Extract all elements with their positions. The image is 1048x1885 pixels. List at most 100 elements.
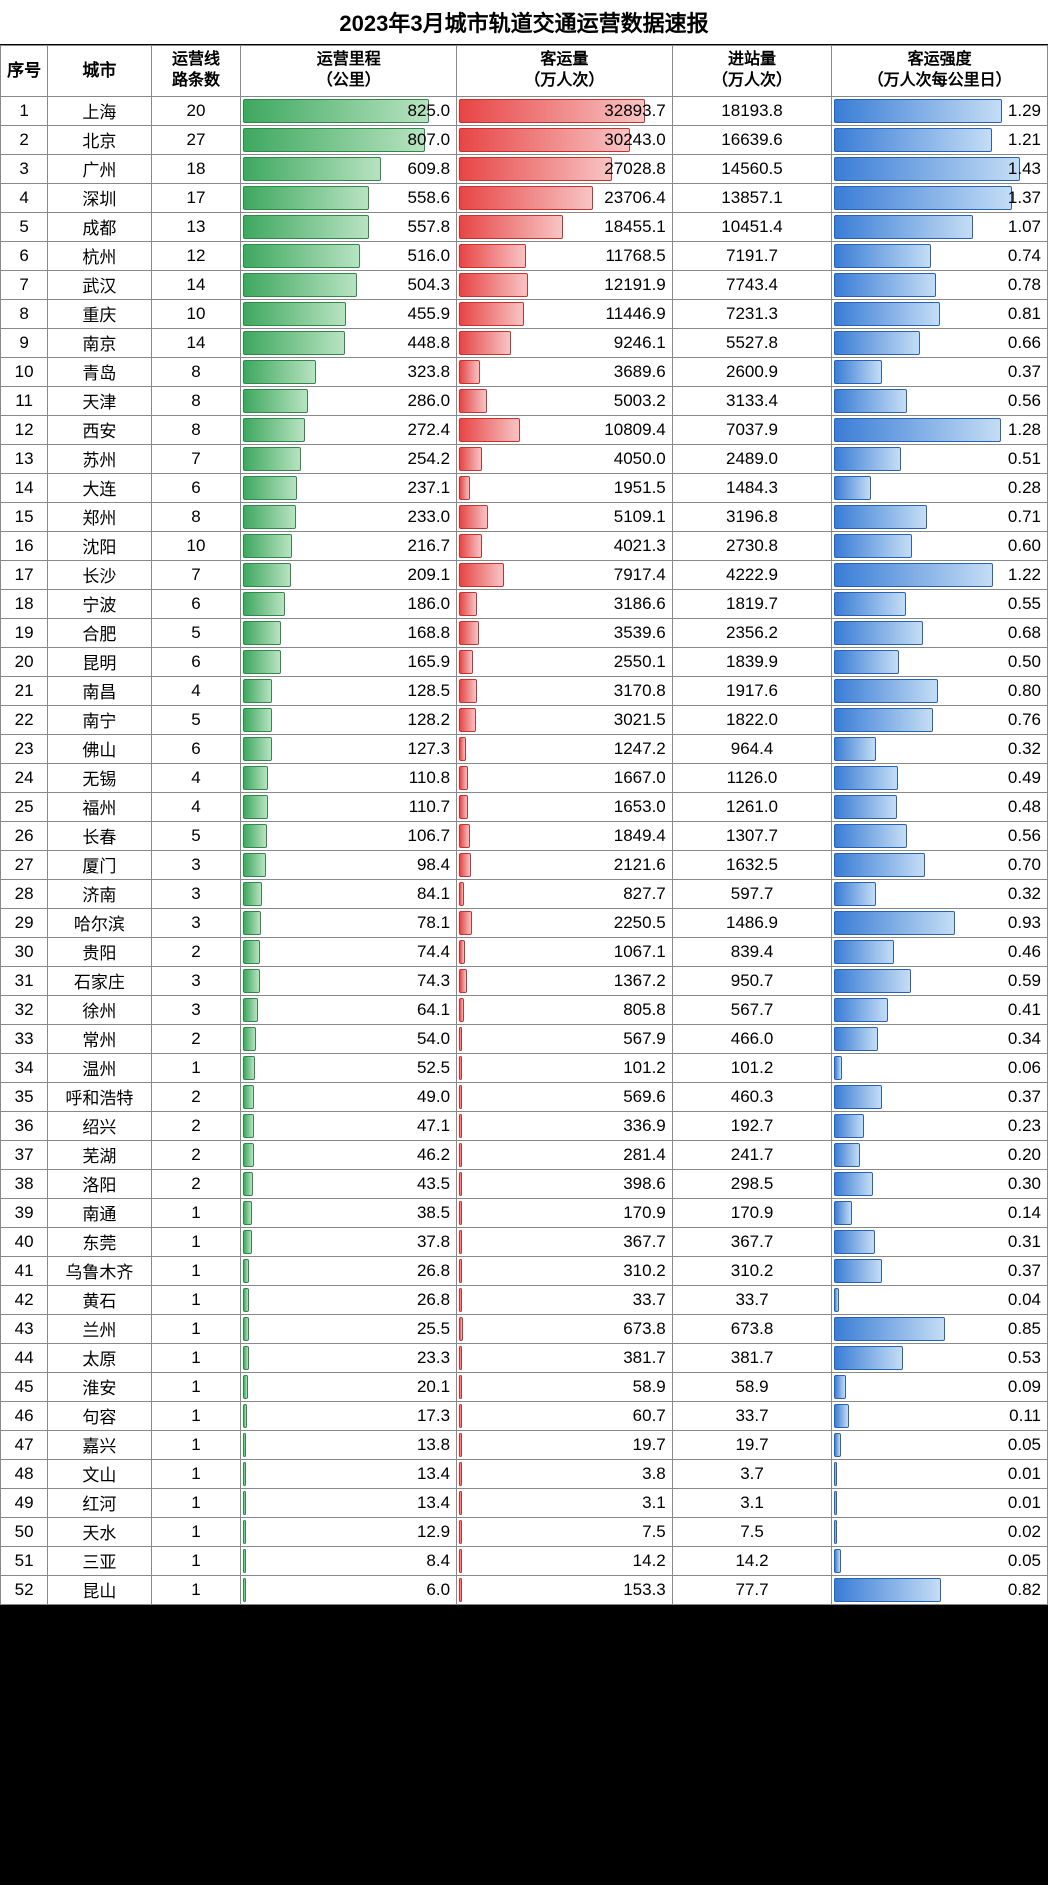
cell-idx: 47 <box>1 1430 48 1459</box>
cell-lines: 3 <box>151 908 241 937</box>
cell-intensity: 0.56 <box>832 386 1048 415</box>
cell-mileage: 74.4 <box>241 937 457 966</box>
cell-entries: 18193.8 <box>672 96 832 125</box>
cell-mileage: 98.4 <box>241 850 457 879</box>
cell-passengers: 310.2 <box>457 1256 673 1285</box>
cell-intensity: 1.37 <box>832 183 1048 212</box>
table-row: 6杭州12516.011768.57191.70.74 <box>1 241 1048 270</box>
cell-idx: 42 <box>1 1285 48 1314</box>
cell-intensity: 0.59 <box>832 966 1048 995</box>
table-row: 24无锡4110.81667.01126.00.49 <box>1 763 1048 792</box>
cell-lines: 1 <box>151 1517 241 1546</box>
header-entries: 进站量（万人次） <box>672 46 832 97</box>
cell-passengers: 7.5 <box>457 1517 673 1546</box>
cell-intensity: 0.23 <box>832 1111 1048 1140</box>
cell-intensity: 0.09 <box>832 1372 1048 1401</box>
cell-passengers: 11768.5 <box>457 241 673 270</box>
cell-intensity: 0.53 <box>832 1343 1048 1372</box>
cell-idx: 8 <box>1 299 48 328</box>
cell-intensity: 0.56 <box>832 821 1048 850</box>
cell-passengers: 5003.2 <box>457 386 673 415</box>
cell-mileage: 254.2 <box>241 444 457 473</box>
cell-lines: 4 <box>151 792 241 821</box>
cell-city: 嘉兴 <box>48 1430 151 1459</box>
cell-city: 宁波 <box>48 589 151 618</box>
table-row: 52昆山16.0153.377.70.82 <box>1 1575 1048 1604</box>
cell-passengers: 1067.1 <box>457 937 673 966</box>
cell-passengers: 33.7 <box>457 1285 673 1314</box>
cell-mileage: 127.3 <box>241 734 457 763</box>
cell-mileage: 558.6 <box>241 183 457 212</box>
cell-lines: 17 <box>151 183 241 212</box>
cell-entries: 192.7 <box>672 1111 832 1140</box>
table-row: 12西安8272.410809.47037.91.28 <box>1 415 1048 444</box>
cell-intensity: 0.74 <box>832 241 1048 270</box>
cell-entries: 950.7 <box>672 966 832 995</box>
table-row: 40东莞137.8367.7367.70.31 <box>1 1227 1048 1256</box>
cell-idx: 18 <box>1 589 48 618</box>
cell-city: 无锡 <box>48 763 151 792</box>
cell-lines: 13 <box>151 212 241 241</box>
table-row: 21南昌4128.53170.81917.60.80 <box>1 676 1048 705</box>
cell-entries: 1261.0 <box>672 792 832 821</box>
cell-passengers: 3186.6 <box>457 589 673 618</box>
cell-idx: 51 <box>1 1546 48 1575</box>
cell-city: 福州 <box>48 792 151 821</box>
cell-entries: 2600.9 <box>672 357 832 386</box>
cell-city: 温州 <box>48 1053 151 1082</box>
cell-city: 东莞 <box>48 1227 151 1256</box>
cell-idx: 28 <box>1 879 48 908</box>
table-row: 46句容117.360.733.70.11 <box>1 1401 1048 1430</box>
cell-city: 成都 <box>48 212 151 241</box>
cell-idx: 25 <box>1 792 48 821</box>
cell-mileage: 26.8 <box>241 1256 457 1285</box>
table-row: 33常州254.0567.9466.00.34 <box>1 1024 1048 1053</box>
cell-mileage: 110.8 <box>241 763 457 792</box>
cell-passengers: 1667.0 <box>457 763 673 792</box>
table-row: 43兰州125.5673.8673.80.85 <box>1 1314 1048 1343</box>
cell-mileage: 448.8 <box>241 328 457 357</box>
table-row: 39南通138.5170.9170.90.14 <box>1 1198 1048 1227</box>
cell-city: 石家庄 <box>48 966 151 995</box>
cell-idx: 10 <box>1 357 48 386</box>
cell-passengers: 101.2 <box>457 1053 673 1082</box>
cell-intensity: 0.76 <box>832 705 1048 734</box>
cell-intensity: 0.05 <box>832 1546 1048 1575</box>
cell-city: 杭州 <box>48 241 151 270</box>
cell-intensity: 1.29 <box>832 96 1048 125</box>
cell-passengers: 7917.4 <box>457 560 673 589</box>
cell-entries: 14560.5 <box>672 154 832 183</box>
cell-lines: 6 <box>151 734 241 763</box>
cell-idx: 6 <box>1 241 48 270</box>
table-row: 50天水112.97.57.50.02 <box>1 1517 1048 1546</box>
cell-city: 淮安 <box>48 1372 151 1401</box>
cell-idx: 5 <box>1 212 48 241</box>
cell-intensity: 0.06 <box>832 1053 1048 1082</box>
cell-mileage: 74.3 <box>241 966 457 995</box>
cell-lines: 20 <box>151 96 241 125</box>
cell-intensity: 0.71 <box>832 502 1048 531</box>
cell-city: 太原 <box>48 1343 151 1372</box>
cell-idx: 4 <box>1 183 48 212</box>
cell-idx: 24 <box>1 763 48 792</box>
cell-idx: 2 <box>1 125 48 154</box>
cell-entries: 33.7 <box>672 1401 832 1430</box>
table-row: 28济南384.1827.7597.70.32 <box>1 879 1048 908</box>
cell-idx: 9 <box>1 328 48 357</box>
cell-intensity: 0.80 <box>832 676 1048 705</box>
cell-entries: 33.7 <box>672 1285 832 1314</box>
cell-intensity: 0.60 <box>832 531 1048 560</box>
header-row: 序号 城市 运营线路条数 运营里程（公里） 客运量（万人次） 进站量（万人次） … <box>1 46 1048 97</box>
cell-idx: 29 <box>1 908 48 937</box>
cell-entries: 1819.7 <box>672 589 832 618</box>
cell-intensity: 1.07 <box>832 212 1048 241</box>
cell-passengers: 381.7 <box>457 1343 673 1372</box>
cell-idx: 7 <box>1 270 48 299</box>
cell-mileage: 64.1 <box>241 995 457 1024</box>
cell-idx: 17 <box>1 560 48 589</box>
header-lines: 运营线路条数 <box>151 46 241 97</box>
cell-passengers: 19.7 <box>457 1430 673 1459</box>
cell-idx: 13 <box>1 444 48 473</box>
cell-idx: 37 <box>1 1140 48 1169</box>
cell-idx: 14 <box>1 473 48 502</box>
